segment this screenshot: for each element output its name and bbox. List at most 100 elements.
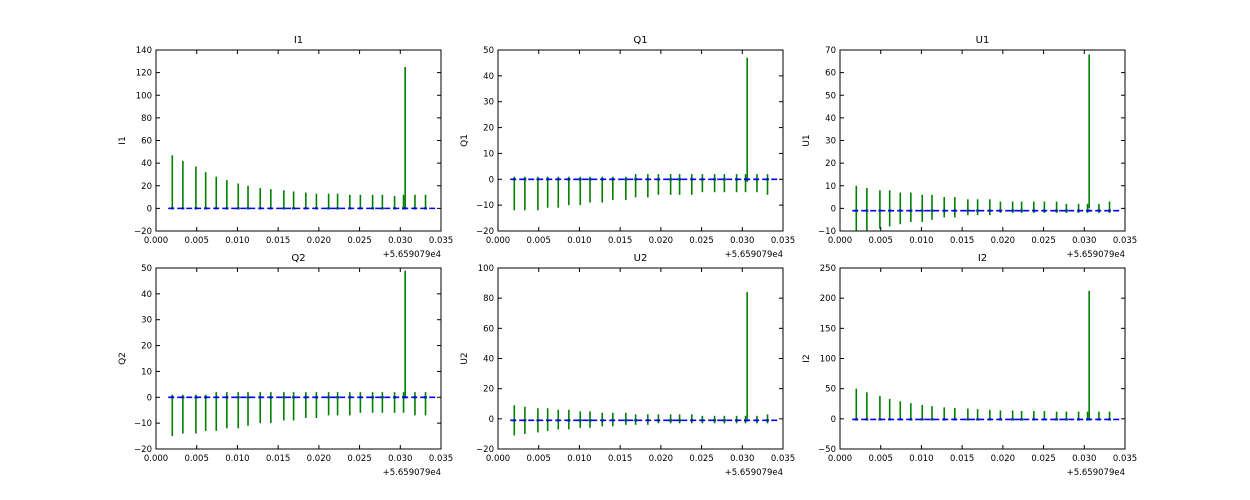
y-tick-label: 30: [825, 137, 836, 147]
x-tick-label: 0.020: [307, 454, 331, 464]
axes-frame: [497, 49, 784, 232]
y-axis-label: Q1: [460, 134, 470, 147]
x-tick-label: 0.000: [828, 236, 852, 246]
x-tick-label: 0.030: [388, 236, 412, 246]
y-tick-label: −10: [476, 201, 494, 211]
x-tick-label: 0.010: [225, 236, 249, 246]
subplot-title: Q2: [291, 253, 305, 264]
y-tick-label: 60: [141, 137, 152, 147]
x-tick-label: 0.035: [1113, 454, 1137, 464]
y-tick-label: 150: [820, 324, 836, 334]
x-tick-label: 0.005: [869, 454, 893, 464]
y-tick-label: 60: [483, 324, 494, 334]
x-tick-label: 0.005: [185, 236, 209, 246]
subplot-u1: 0.000 0.005 0.010 0.015 0.020 0.025 0.030 0.035…: [802, 35, 1137, 260]
x-tick-label: 0.005: [869, 236, 893, 246]
x-tick-label: 0.015: [266, 236, 290, 246]
y-axis-label: I2: [802, 354, 812, 362]
y-tick-label: 0: [831, 204, 836, 214]
y-tick-label: 80: [483, 294, 494, 304]
y-tick-label: −50: [818, 445, 836, 455]
x-tick-label: 0.000: [486, 236, 510, 246]
x-tick-label: 0.030: [730, 454, 754, 464]
subplot-title: U2: [634, 253, 648, 264]
x-tick-label: 0.015: [950, 454, 974, 464]
y-tick-label: 50: [141, 264, 152, 274]
y-tick-label: 40: [483, 72, 494, 82]
x-tick-label: 0.005: [527, 454, 551, 464]
x-tick-label: 0.000: [486, 454, 510, 464]
x-tick-label: 0.010: [909, 454, 933, 464]
y-tick-label: 100: [478, 264, 494, 274]
axes-frame: [497, 267, 784, 450]
y-tick-label: 20: [141, 182, 152, 192]
y-tick-label: 70: [825, 46, 836, 56]
x-tick-label: 0.035: [771, 236, 795, 246]
x-tick-label: 0.035: [429, 454, 453, 464]
x-tick-label: 0.000: [144, 454, 168, 464]
y-tick-label: 40: [141, 159, 152, 169]
y-tick-label: 50: [825, 91, 836, 101]
plot-area: [168, 270, 436, 437]
x-offset-label: +5.659079e4: [383, 250, 441, 260]
subplot-title: I1: [294, 35, 303, 46]
y-tick-label: −20: [134, 445, 152, 455]
y-tick-label: 100: [136, 91, 152, 101]
y-tick-label: 50: [825, 385, 836, 395]
y-axis-label: U1: [802, 134, 812, 146]
y-tick-label: 0: [489, 415, 494, 425]
subplot-q2: 0.000 0.005 0.010 0.015 0.020 0.025 0.030 0.035…: [118, 253, 453, 478]
x-offset-label: +5.659079e4: [725, 250, 783, 260]
x-tick-label: 0.035: [1113, 236, 1137, 246]
x-tick-label: 0.025: [347, 236, 371, 246]
y-tick-label: 40: [483, 355, 494, 365]
x-tick-label: 0.020: [307, 236, 331, 246]
y-tick-label: −10: [134, 419, 152, 429]
y-tick-label: 10: [141, 367, 152, 377]
plot-area: [510, 292, 778, 436]
y-tick-label: 0: [147, 204, 152, 214]
y-tick-label: 140: [136, 46, 152, 56]
y-tick-label: 20: [483, 124, 494, 134]
plot-area: [510, 57, 778, 211]
subplot-title: I2: [978, 253, 987, 264]
plot-area: [852, 290, 1120, 421]
x-tick-label: 0.005: [185, 454, 209, 464]
x-tick-label: 0.020: [991, 236, 1015, 246]
y-axis-label: Q2: [118, 352, 128, 365]
x-offset-label: +5.659079e4: [383, 468, 441, 478]
axes-frame: [155, 49, 442, 232]
x-offset-label: +5.659079e4: [725, 468, 783, 478]
y-tick-label: 60: [825, 69, 836, 79]
x-tick-label: 0.000: [828, 454, 852, 464]
y-tick-label: 200: [820, 294, 836, 304]
x-tick-label: 0.020: [991, 454, 1015, 464]
y-tick-label: −20: [476, 445, 494, 455]
y-tick-label: 20: [825, 159, 836, 169]
subplot-u2: 0.000 0.005 0.010 0.015 0.020 0.025 0.030 0.035…: [460, 253, 795, 478]
subplot-i1: 0.000 0.005 0.010 0.015 0.020 0.025 0.030 0.035…: [118, 35, 453, 260]
x-tick-label: 0.030: [1072, 236, 1096, 246]
x-offset-label: +5.659079e4: [1067, 250, 1125, 260]
y-tick-label: 40: [141, 290, 152, 300]
x-tick-label: 0.020: [649, 236, 673, 246]
y-axis-label: U2: [460, 352, 470, 364]
subplot-q1: 0.000 0.005 0.010 0.015 0.020 0.025 0.030 0.035…: [460, 35, 795, 260]
x-tick-label: 0.015: [608, 236, 632, 246]
y-tick-label: 20: [141, 342, 152, 352]
y-tick-label: 10: [483, 149, 494, 159]
axes-frame: [155, 267, 442, 450]
x-tick-label: 0.035: [771, 454, 795, 464]
subplot-title: U1: [976, 35, 990, 46]
plot-area: [852, 54, 1120, 231]
y-tick-label: 0: [147, 393, 152, 403]
y-tick-label: −20: [476, 227, 494, 237]
x-tick-label: 0.000: [144, 236, 168, 246]
y-tick-label: 10: [825, 182, 836, 192]
y-tick-label: 30: [141, 316, 152, 326]
y-tick-label: 250: [820, 264, 836, 274]
y-tick-label: 40: [825, 114, 836, 124]
y-tick-label: 0: [831, 415, 836, 425]
axes-frame: [839, 267, 1126, 450]
x-tick-label: 0.025: [347, 454, 371, 464]
